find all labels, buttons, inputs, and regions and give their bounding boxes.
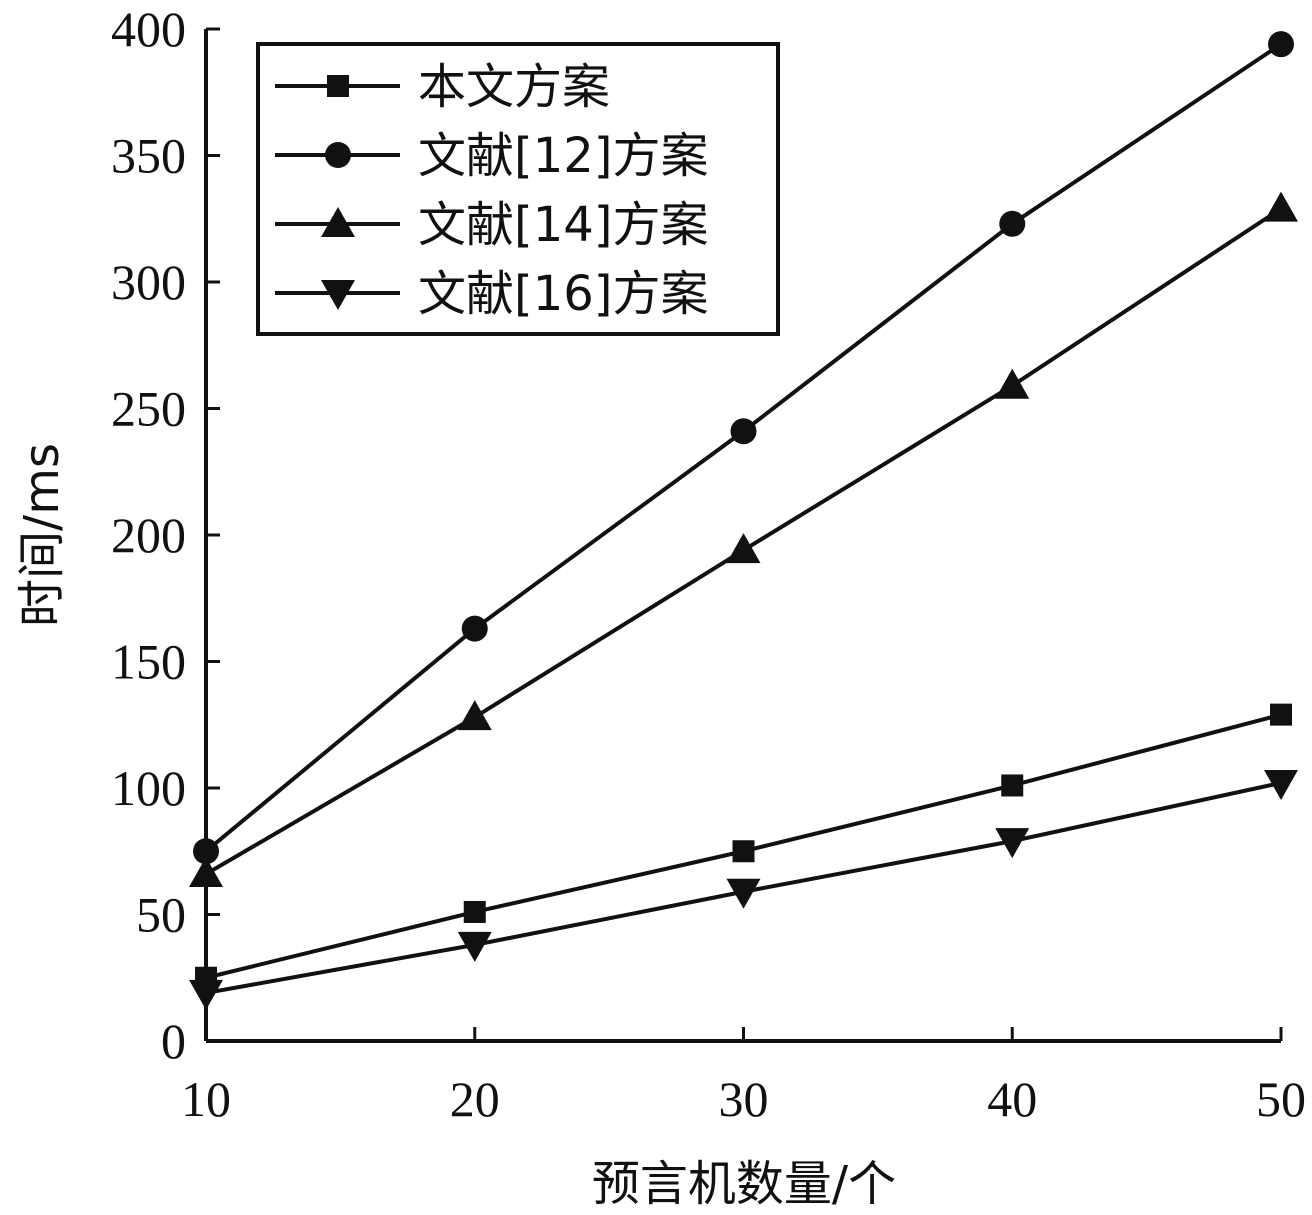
legend-marker <box>327 75 349 97</box>
y-tick-label: 400 <box>111 1 186 57</box>
data-point <box>193 838 219 865</box>
y-tick-label: 300 <box>111 254 186 310</box>
series-line <box>204 42 1283 853</box>
series-2 <box>193 31 1294 865</box>
legend-label: 文献[12]方案 <box>418 128 709 184</box>
legend-marker <box>321 280 355 310</box>
legend-marker <box>325 142 351 168</box>
x-tick-label: 50 <box>1256 1071 1306 1127</box>
data-point <box>461 615 488 642</box>
x-tick-label: 20 <box>450 1071 500 1127</box>
legend-label: 本文方案 <box>418 59 610 115</box>
legend-marker <box>321 207 355 237</box>
data-point <box>457 931 492 962</box>
data-point <box>457 700 492 731</box>
x-axis-title: 预言机数量/个 <box>592 1156 896 1212</box>
data-point <box>730 418 757 445</box>
data-point <box>995 368 1030 399</box>
x-tick-label: 10 <box>181 1071 231 1127</box>
ticks: 0 50 100 150 200 250 300 350 400 10 20 30 40 50 <box>111 1 1306 1127</box>
data-point <box>1264 191 1298 222</box>
data-point <box>189 857 223 888</box>
y-axis-title: 时间/ms <box>14 443 70 627</box>
y-tick-label: 0 <box>161 1013 186 1069</box>
data-point <box>999 210 1026 237</box>
data-point <box>726 533 761 564</box>
x-tick-label: 40 <box>987 1071 1037 1127</box>
data-point <box>1268 31 1294 58</box>
data-point <box>732 840 755 863</box>
x-tick-label: 30 <box>719 1071 769 1127</box>
data-point <box>1270 703 1292 726</box>
y-tick-label: 150 <box>111 634 186 690</box>
y-tick-label: 250 <box>111 381 186 437</box>
legend-label: 文献[16]方案 <box>418 266 709 322</box>
y-tick-label: 200 <box>111 507 186 563</box>
series-3 <box>189 191 1298 888</box>
data-point <box>995 828 1030 859</box>
series-layer <box>189 31 1298 1010</box>
legend-label: 文献[14]方案 <box>418 197 709 253</box>
y-tick-label: 50 <box>136 887 186 943</box>
data-point <box>726 878 761 909</box>
data-point <box>189 979 223 1010</box>
legend-box <box>256 42 780 336</box>
series-4 <box>189 769 1298 1010</box>
y-tick-label: 350 <box>111 128 186 184</box>
data-point <box>1001 774 1024 797</box>
data-point <box>1264 769 1298 800</box>
y-tick-label: 100 <box>111 760 186 816</box>
data-point <box>463 900 486 923</box>
series-1 <box>195 703 1292 989</box>
